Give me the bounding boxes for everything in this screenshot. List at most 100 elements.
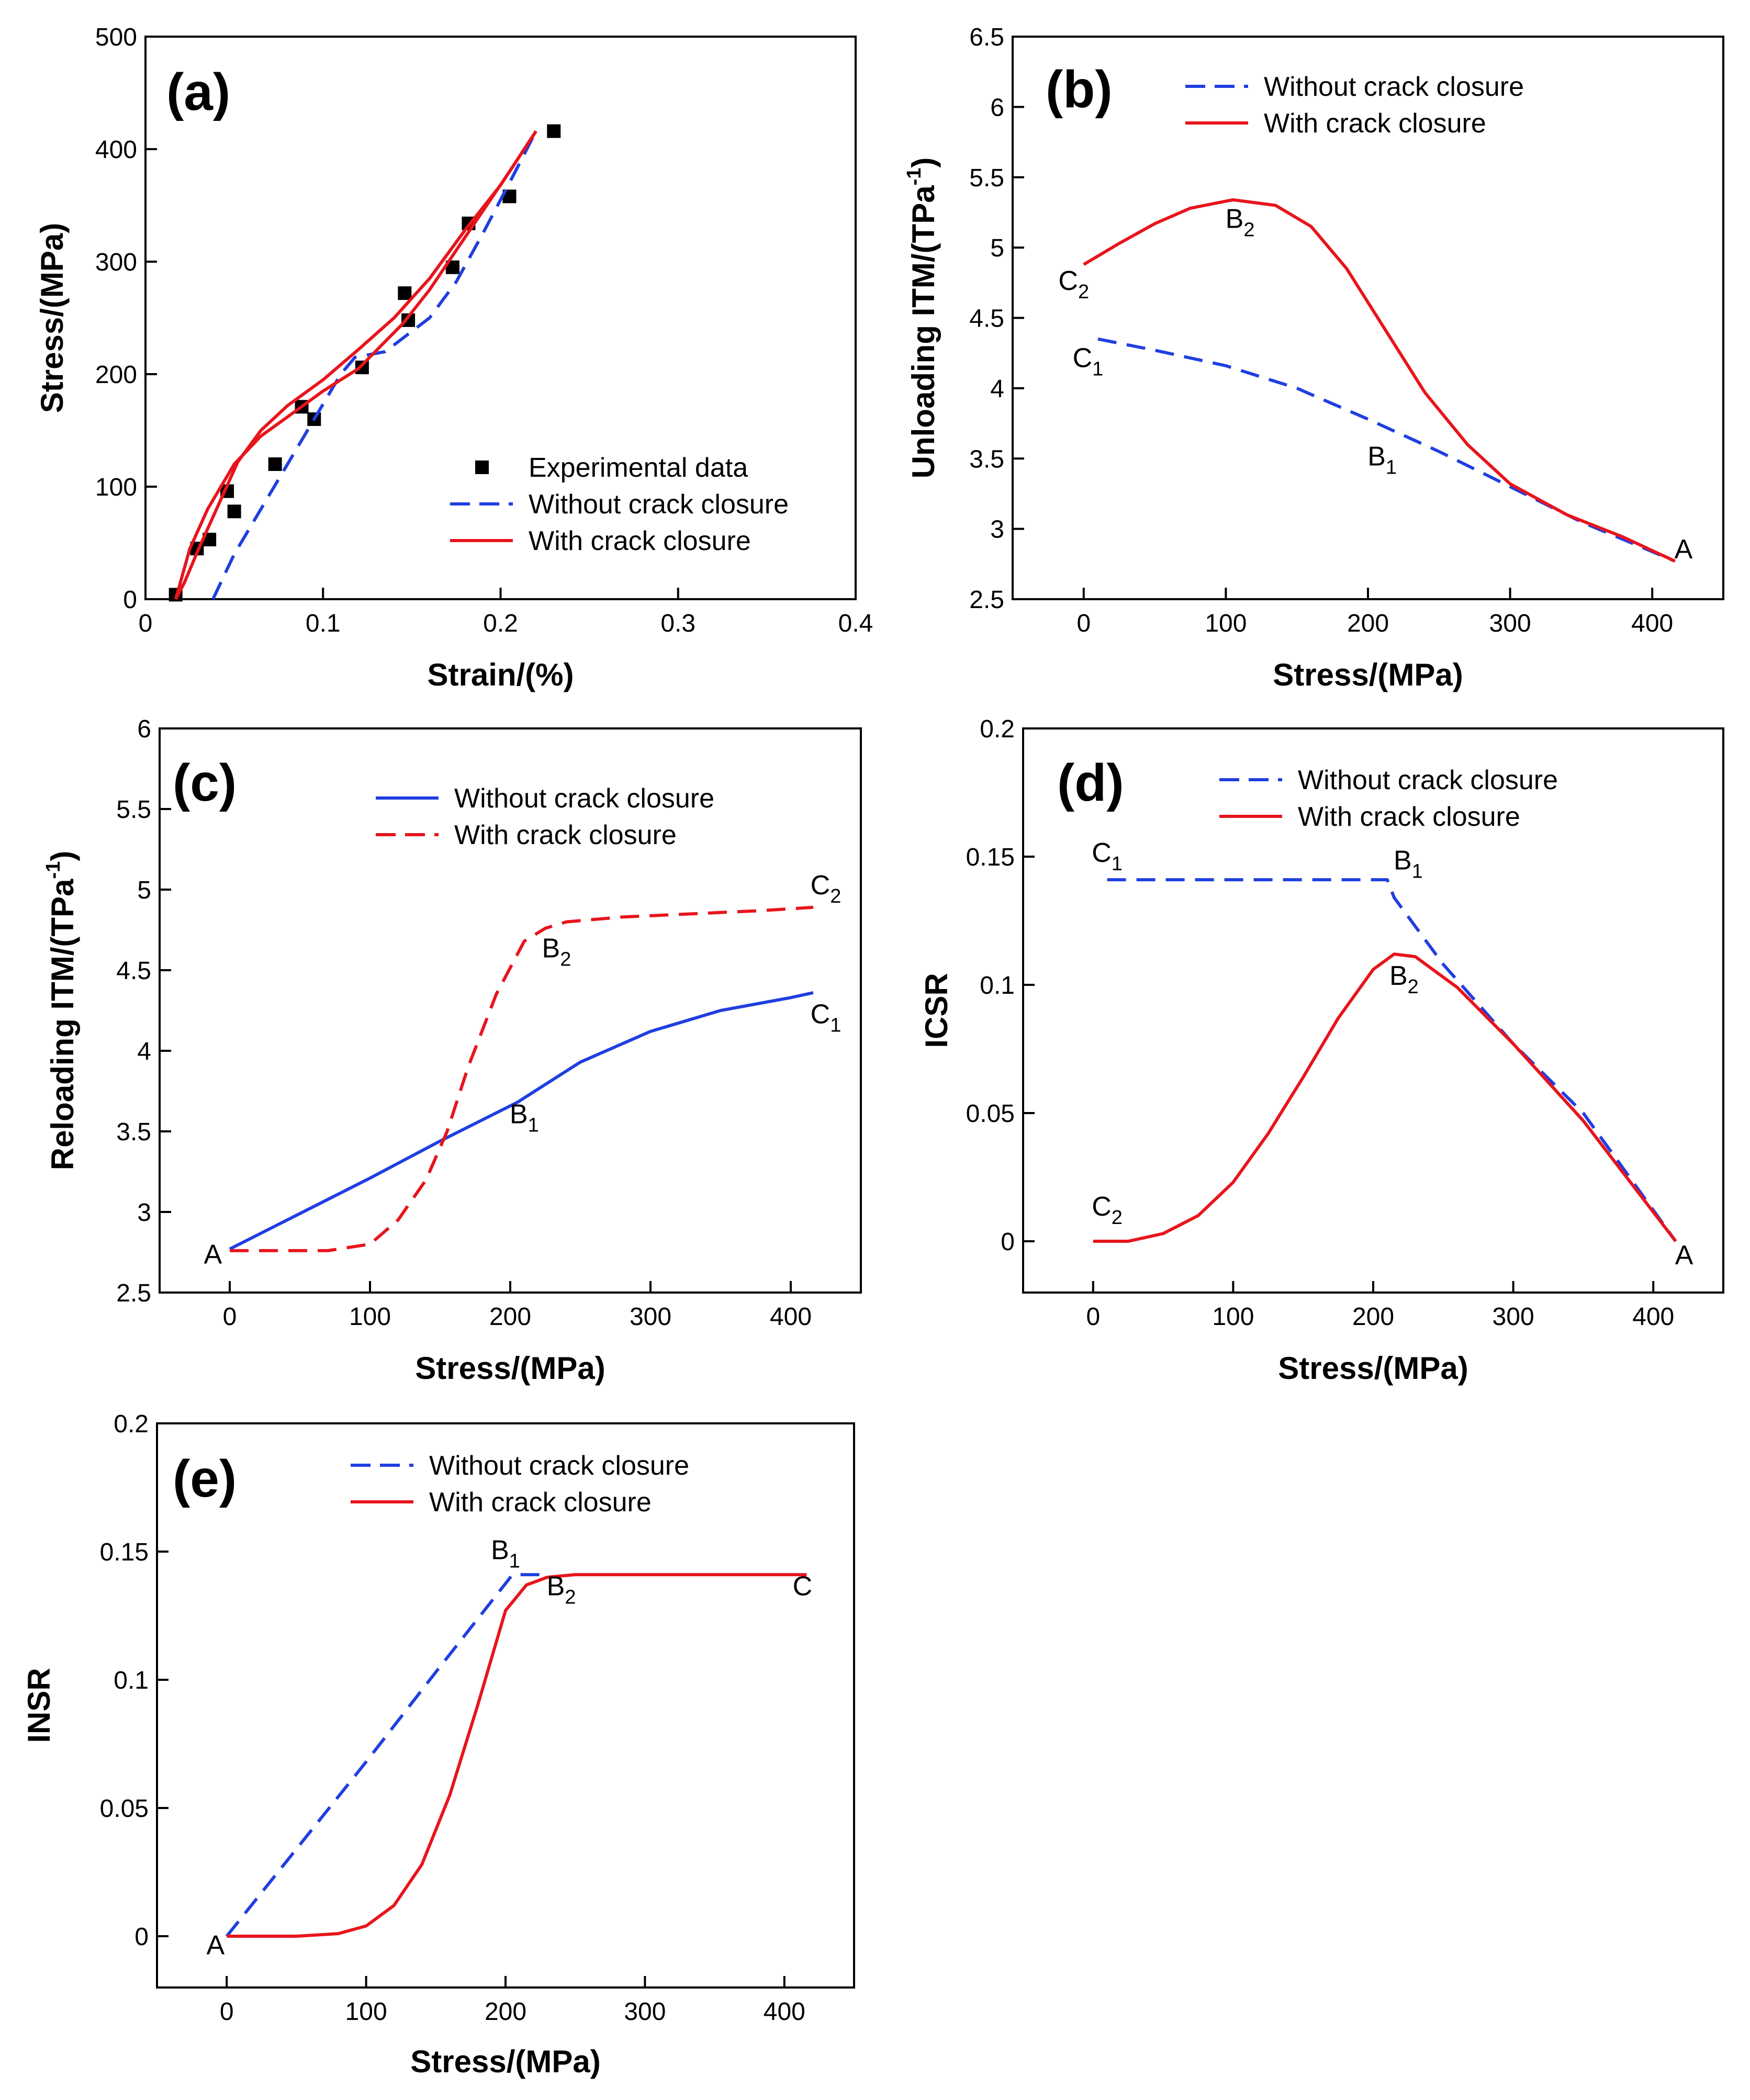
annotation-letter: B: [1394, 846, 1412, 876]
point-annotation: B1: [510, 1099, 539, 1137]
y-axis-label-text: INSR: [21, 1668, 57, 1743]
annotation-letter: C: [1092, 838, 1112, 868]
legend-marker: [475, 461, 489, 474]
y-tick-label: 300: [95, 249, 137, 276]
panel-label: (d): [1057, 754, 1124, 812]
series-line-with-crack-closure: [174, 130, 537, 600]
x-tick-label: 400: [764, 1998, 805, 2026]
y-tick-label: 100: [95, 474, 137, 501]
legend-item: Experimental data: [475, 453, 748, 483]
series-line-with-crack-closure: [1083, 198, 1676, 563]
legend-label: With crack closure: [429, 1487, 652, 1518]
x-tick-label: 400: [770, 1303, 812, 1331]
y-tick-label: 4: [990, 375, 1004, 403]
legend-item: With crack closure: [1219, 802, 1520, 832]
panel-d: 0 100 200 300 400 0 0.05 0.1 0.15 0.2 Stress/(MPa)…: [919, 715, 1724, 1386]
annotation-letter: C: [1092, 1192, 1112, 1222]
annotation-letter: B: [1226, 204, 1244, 234]
y-tick-label: 3.5: [116, 1118, 151, 1146]
annotation-subscript: 1: [1092, 358, 1103, 380]
y-tick-label: 5: [137, 877, 151, 904]
annotation-letter: B: [491, 1535, 509, 1566]
annotation-letter: B: [547, 1571, 565, 1601]
y-tick-label: 4.5: [116, 957, 151, 985]
series-line-with-crack-closure: [1093, 952, 1677, 1243]
y-tick-label: 200: [95, 361, 137, 389]
y-tick-label: 6: [137, 715, 151, 743]
y-axis-label: Reloading ITM/(TPa-1): [42, 851, 80, 1170]
annotation-subscript: 1: [1386, 457, 1397, 479]
annotation-letter: A: [204, 1240, 222, 1270]
x-tick-label: 0: [139, 610, 153, 637]
y-tick-label: 0.2: [980, 715, 1015, 743]
x-axis-label: Stress/(MPa): [410, 2044, 600, 2079]
annotation-letter: C: [1058, 266, 1078, 296]
y-tick-label: 0.1: [980, 972, 1015, 1000]
annotation-subscript: 2: [1243, 219, 1254, 241]
y-axis-label-superscript: -1: [903, 168, 925, 186]
x-axis-label: Stress/(MPa): [1273, 657, 1463, 692]
data-point-marker: [355, 361, 369, 375]
y-tick-label: 5: [990, 234, 1004, 262]
x-axis-label: Stress/(MPa): [1278, 1351, 1468, 1386]
x-tick-label: 300: [630, 1303, 671, 1331]
y-tick-label: 3: [990, 516, 1004, 544]
y-axis-label: ICSR: [919, 973, 954, 1048]
legend-label: Without crack closure: [454, 783, 714, 814]
panel-label: (a): [166, 63, 230, 121]
annotation-letter: A: [207, 1930, 225, 1960]
legend-label: With crack closure: [454, 820, 677, 850]
y-tick-label: 0: [134, 1923, 149, 1951]
series-line-with-crack-closure: [230, 905, 814, 1252]
series-line-without-crack-closure: [1107, 878, 1677, 1242]
annotation-subscript: 2: [1112, 1207, 1123, 1229]
x-tick-label: 0: [220, 1998, 234, 2026]
x-tick-label: 100: [349, 1303, 391, 1331]
y-tick-label: 3: [137, 1199, 151, 1227]
point-annotation: C1: [1092, 838, 1123, 875]
y-axis-label: Unloading ITM/(TPa-1): [903, 158, 941, 479]
x-tick-label: 0: [1076, 610, 1091, 637]
point-annotation: C: [793, 1571, 813, 1601]
legend-item: With crack closure: [450, 526, 751, 556]
point-annotation: A: [1675, 1240, 1693, 1271]
y-tick-label: 2.5: [116, 1279, 151, 1307]
annotation-subscript: 1: [1412, 861, 1423, 883]
x-tick-label: 100: [1212, 1303, 1254, 1331]
legend-label: Without crack closure: [429, 1451, 689, 1481]
x-axis-label: Stress/(MPa): [415, 1351, 605, 1386]
y-tick-label: 0.05: [100, 1795, 149, 1823]
legend-item: Without crack closure: [1219, 765, 1558, 795]
x-tick-label: 100: [1205, 610, 1247, 637]
legend-item: With crack closure: [1185, 108, 1486, 139]
point-annotation: B2: [547, 1571, 576, 1608]
legend-item: Without crack closure: [450, 489, 789, 520]
x-tick-label: 300: [1493, 1303, 1534, 1331]
y-axis-label-text: Reloading ITM/(TPa: [45, 879, 80, 1170]
y-axis-label-superscript: -1: [42, 861, 64, 879]
legend-label: Experimental data: [529, 453, 748, 483]
y-axis-label-end: ): [906, 158, 941, 168]
annotation-subscript: 1: [1112, 853, 1123, 875]
annotation-letter: C: [793, 1571, 813, 1601]
legend-label: Without crack closure: [1298, 765, 1558, 795]
point-annotation: B1: [1367, 442, 1397, 479]
point-annotation: B1: [1394, 846, 1423, 883]
series-line-without-crack-closure: [211, 130, 537, 600]
annotation-letter: B: [1389, 961, 1408, 991]
x-tick-label: 100: [345, 1998, 387, 2026]
series-line-without-crack-closure: [225, 1573, 547, 1937]
annotation-subscript: 1: [509, 1551, 520, 1573]
legend-label: Without crack closure: [529, 489, 789, 520]
data-point-marker: [398, 286, 412, 300]
point-annotation: C2: [1058, 266, 1089, 303]
legend-item: Without crack closure: [1185, 72, 1524, 102]
annotation-letter: B: [510, 1099, 528, 1130]
y-tick-label: 0.2: [114, 1410, 149, 1438]
legend-label: Without crack closure: [1264, 72, 1524, 102]
point-annotation: B2: [542, 933, 571, 970]
panel-b: 0 100 200 300 400 2.5 3 3.5 4 4.5 5 5.5 6 6.5 Stress/(…: [903, 24, 1724, 692]
x-tick-label: 0.2: [483, 610, 518, 637]
legend-item: With crack closure: [376, 820, 677, 850]
y-tick-label: 2.5: [969, 586, 1004, 614]
